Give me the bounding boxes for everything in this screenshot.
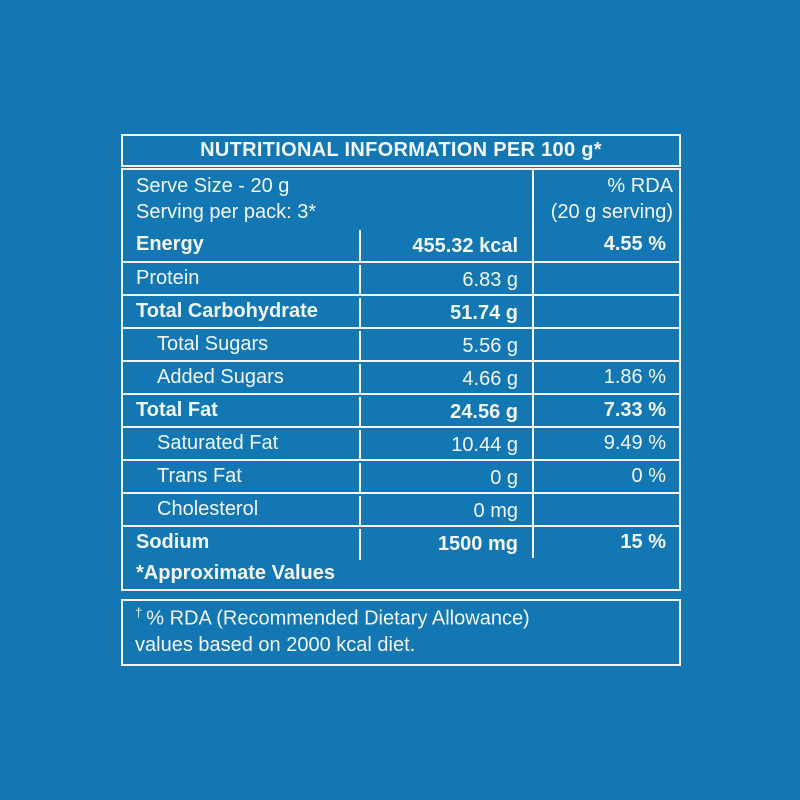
nutrient-rda-percent <box>532 296 679 327</box>
nutrient-amount: 24.56 g <box>359 397 532 428</box>
nutrient-label: Saturated Fat <box>157 432 279 454</box>
nutrient-rda-percent: 1.86 % <box>532 362 679 393</box>
nutrient-rda-percent: 4.55 % <box>532 228 679 261</box>
nutrient-amount: 0 g <box>359 463 532 494</box>
nutrient-label: Total Fat <box>136 399 218 421</box>
serve-size-text: Serve Size - 20 g <box>136 175 290 197</box>
nutrient-amount: 10.44 g <box>359 430 532 461</box>
approximate-values-note: *Approximate Values <box>136 562 335 584</box>
nutrient-label: Trans Fat <box>157 465 242 487</box>
rda-note-text2: values based on 2000 kcal diet. <box>135 633 416 656</box>
serving-info-row: Serve Size - 20 g Serving per pack: 3* %… <box>123 170 679 228</box>
table-row: Cholesterol 0 mg <box>123 492 679 527</box>
nutrient-rda-percent: 0 % <box>532 461 679 492</box>
nutrient-label: Total Sugars <box>157 333 269 355</box>
rda-note-box: †% RDA (Recommended Dietary Allowance) v… <box>121 599 681 666</box>
nutrient-amount: 0 mg <box>359 496 532 527</box>
nutrient-label: Cholesterol <box>157 498 259 520</box>
nutrient-amount: 51.74 g <box>359 298 532 329</box>
nutrient-rda-percent <box>532 329 679 360</box>
nutrition-title: NUTRITIONAL INFORMATION PER 100 g* <box>121 134 681 167</box>
table-row: Energy 455.32 kcal 4.55 % <box>123 228 679 263</box>
table-row: Total Fat 24.56 g 7.33 % <box>123 393 679 428</box>
nutrient-amount: 455.32 kcal <box>359 230 532 263</box>
rda-note-symbol: † <box>135 605 143 620</box>
nutrition-label: NUTRITIONAL INFORMATION PER 100 g* Serve… <box>121 134 681 666</box>
nutrient-rda-percent: 7.33 % <box>532 395 679 426</box>
rda-note-text1: % RDA (Recommended Dietary Allowance) <box>146 607 530 630</box>
table-row: Protein 6.83 g <box>123 261 679 296</box>
nutrient-label: Added Sugars <box>157 366 284 388</box>
nutrient-rda-percent: 9.49 % <box>532 428 679 459</box>
servings-per-pack-text: Serving per pack: 3* <box>136 201 317 223</box>
nutrient-label: Sodium <box>136 531 210 553</box>
nutrient-label: Total Carbohydrate <box>136 300 318 322</box>
nutrition-table: Serve Size - 20 g Serving per pack: 3* %… <box>121 168 681 591</box>
nutrient-label: Energy <box>136 233 204 255</box>
table-row: Sodium 1500 mg 15 % <box>123 525 679 560</box>
table-row: Saturated Fat 10.44 g 9.49 % <box>123 426 679 461</box>
nutrient-amount: 6.83 g <box>359 265 532 296</box>
nutrient-amount: 5.56 g <box>359 331 532 362</box>
rda-header-line1: % RDA <box>607 175 673 197</box>
nutrient-rda-percent: 15 % <box>532 527 679 558</box>
nutrient-amount: 4.66 g <box>359 364 532 395</box>
nutrient-amount: 1500 mg <box>359 529 532 560</box>
table-row: Added Sugars 4.66 g 1.86 % <box>123 360 679 395</box>
rda-column-header: % RDA (20 g serving) <box>532 170 679 228</box>
nutrient-rda-percent <box>532 494 679 525</box>
table-row: Total Sugars 5.56 g <box>123 327 679 362</box>
rda-header-line2: (20 g serving) <box>550 201 673 223</box>
rda-note-line1: †% RDA (Recommended Dietary Allowance) <box>135 605 667 632</box>
nutrient-rows: Energy 455.32 kcal 4.55 % Protein 6.83 g Tota… <box>123 228 679 560</box>
serving-info-cell: Serve Size - 20 g Serving per pack: 3* <box>123 170 532 228</box>
nutrient-label: Protein <box>136 267 200 289</box>
table-row: Total Carbohydrate 51.74 g <box>123 294 679 329</box>
nutrient-rda-percent <box>532 263 679 294</box>
